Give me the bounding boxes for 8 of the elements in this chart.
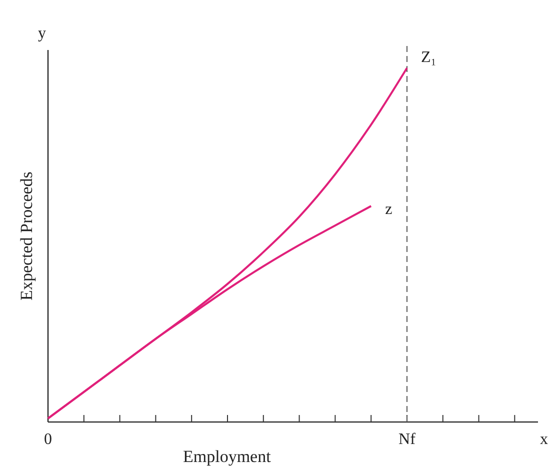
- x-tick-label: Nf: [398, 431, 416, 448]
- text: x: [540, 431, 548, 448]
- text: y: [38, 25, 46, 42]
- series-label: z: [385, 201, 392, 218]
- y-axis-title: Expected Proceeds: [17, 172, 36, 300]
- x-tick-label: 0: [44, 431, 52, 448]
- x-axis-title: Employment: [183, 447, 272, 466]
- series-label: Z₁: [420, 49, 436, 66]
